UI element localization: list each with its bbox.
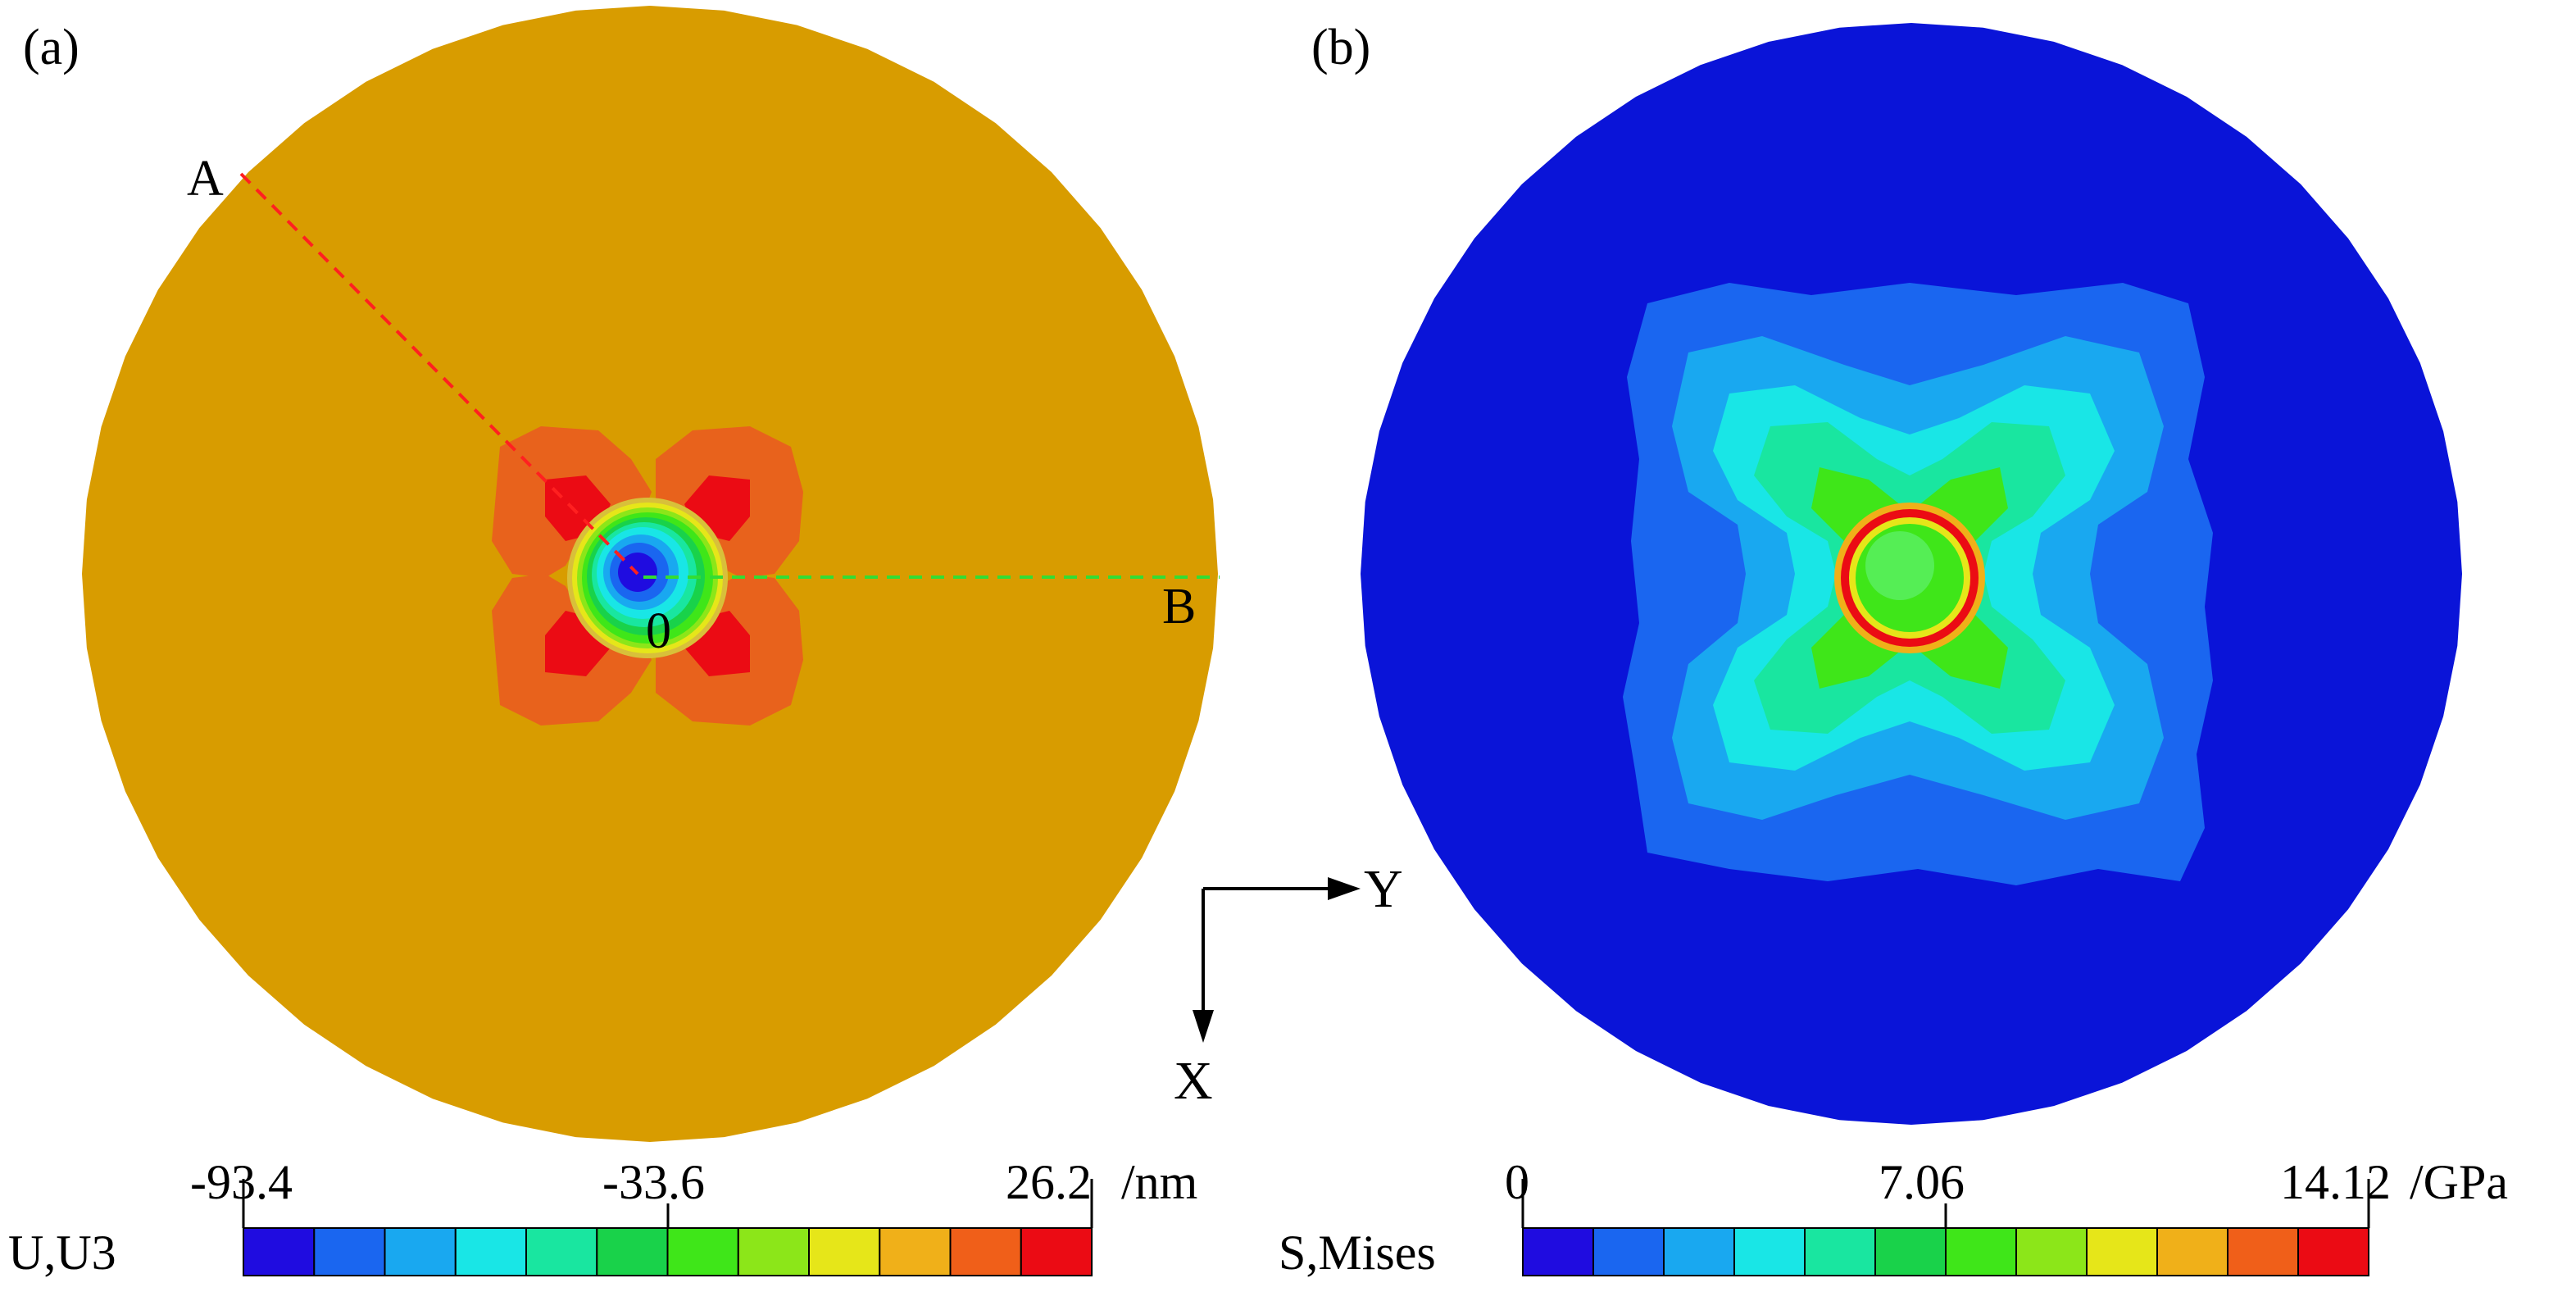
colorbar-b-cell [1522,1227,1594,1276]
y-axis-label: Y [1364,859,1403,919]
colorbar-a-cells [243,1227,1093,1276]
colorbar-a-cell [1020,1227,1093,1276]
colorbar-b-variable: S,Mises [1279,1226,1436,1280]
panel-a-label: (a) [23,20,80,75]
point-a-label: A [187,151,224,207]
colorbar-a-cell [525,1227,598,1276]
colorbar-b-cell [2156,1227,2228,1276]
colorbar-b-max-label: 14.12 [2280,1155,2391,1209]
colorbar-b-min-label: 0 [1505,1155,1529,1209]
colorbar-b-cell [1874,1227,1947,1276]
colorbar-a-cell [737,1227,811,1276]
colorbar-a-cell [313,1227,386,1276]
colorbar-b-unit: /GPa [2410,1155,2508,1209]
colorbar-a-cell [879,1227,952,1276]
colorbar-a-min-label: -93.4 [190,1155,293,1209]
x-axis-label: X [1174,1051,1213,1111]
colorbar-a-cell [949,1227,1022,1276]
colorbar-b-cell [2227,1227,2299,1276]
y-axis-arrowhead [1328,877,1361,900]
point-b-label: B [1162,579,1196,635]
colorbar-a-cell [666,1227,739,1276]
colorbar-b-cell [1592,1227,1665,1276]
colorbar-a-cell [384,1227,457,1276]
profile-line-oa [239,172,639,575]
colorbar-b-cell [2086,1227,2158,1276]
stress-contours [1623,283,2213,885]
panel-a: (a) A [8,6,1220,1280]
colorbar-a-max-label: 26.2 [1006,1155,1092,1209]
colorbar-b-cell [1804,1227,1876,1276]
indent-highlight [1865,531,1934,600]
colorbar-a-variable: U,U3 [8,1226,116,1280]
colorbar-b-cell [1945,1227,2017,1276]
origin-label: 0 [646,603,671,659]
panel-b: (b) S,Mises 0 7.06 14.12 /GPa [1279,20,2508,1280]
colorbar-b-cell [2297,1227,2369,1276]
colorbar-b-cell [1733,1227,1806,1276]
colorbar-b: S,Mises 0 7.06 14.12 /GPa [1279,1155,2508,1280]
colorbar-b-cell [1663,1227,1735,1276]
x-axis-arrowhead [1193,1010,1214,1043]
colorbar-a-cell [596,1227,669,1276]
colorbar-a-cell [808,1227,881,1276]
colorbar-a-mid-label: -33.6 [602,1155,705,1209]
colorbar-b-cells [1522,1227,2369,1276]
colorbar-b-cell [2015,1227,2088,1276]
coordinate-axes: Y X [1174,859,1403,1111]
colorbar-a: U,U3 -93.4 -33.6 26.2 /nm [8,1155,1197,1280]
colorbar-a-unit: /nm [1121,1155,1197,1209]
colorbar-b-mid-label: 7.06 [1879,1155,1965,1209]
panel-b-label: (b) [1311,20,1370,75]
colorbar-a-cell [454,1227,528,1276]
colorbar-a-cell [243,1227,316,1276]
